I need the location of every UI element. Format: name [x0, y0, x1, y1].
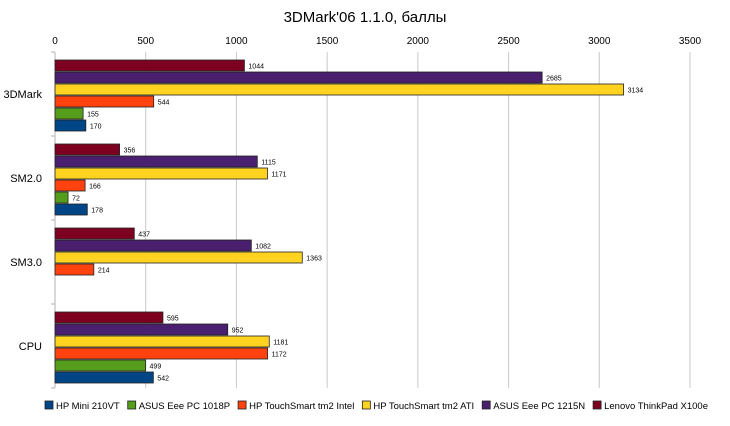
data-label: 3134: [628, 88, 644, 95]
x-tick-label: 2000: [407, 36, 430, 47]
bar: [54, 119, 87, 132]
bar: [54, 155, 258, 168]
chart-title: 3DMark'06 1.1.0, баллы: [284, 9, 447, 26]
bar: [54, 371, 154, 384]
category-label: 3DMark: [3, 89, 42, 101]
legend-swatch: [481, 400, 491, 410]
data-label: 178: [91, 208, 103, 215]
legend-label: HP TouchSmart tm2 Intel: [249, 401, 354, 412]
x-axis-ticks: 0 500 1000 1500 2000 2500 3000 3500: [52, 36, 701, 47]
bar: [54, 59, 245, 72]
category-label: SM3.0: [10, 257, 42, 269]
gridlines: [51, 51, 691, 389]
category-label: CPU: [19, 341, 42, 353]
category-labels: 3DMark SM2.0 SM3.0 CPU: [3, 89, 42, 353]
bar: [54, 71, 543, 84]
data-label: 542: [157, 376, 169, 383]
legend: HP Mini 210VT ASUS Eee PC 1018P HP TouchSm…: [44, 400, 708, 412]
data-label: 2685: [546, 76, 562, 83]
bar: [54, 143, 120, 156]
legend-swatch: [237, 400, 247, 410]
bar: [54, 263, 95, 276]
data-label: 1181: [273, 340, 288, 347]
bar: [54, 83, 624, 96]
bar: [54, 95, 155, 108]
data-label: 155: [87, 112, 99, 119]
legend-swatch: [361, 400, 371, 410]
x-tick-label: 2500: [497, 36, 520, 47]
data-label: 1172: [272, 352, 287, 359]
x-tick-label: 0: [52, 36, 58, 47]
legend-swatch: [127, 400, 137, 410]
data-label: 214: [98, 268, 110, 275]
category-label: SM2.0: [10, 173, 42, 185]
data-label: 595: [167, 316, 179, 323]
data-label: 544: [158, 100, 170, 107]
data-label: 1115: [261, 160, 276, 167]
legend-label: ASUS Eee PC 1215N: [493, 401, 585, 412]
bar: [54, 107, 84, 120]
x-tick-label: 3000: [588, 36, 611, 47]
bar: [54, 347, 269, 360]
data-label: 166: [89, 184, 101, 191]
x-tick-label: 1500: [316, 36, 339, 47]
x-tick-label: 1000: [225, 36, 248, 47]
bar: [54, 191, 69, 204]
bar: [54, 359, 146, 372]
legend-label: HP TouchSmart tm2 ATI: [373, 401, 474, 412]
bar: [54, 239, 252, 252]
legend-swatch: [592, 400, 602, 410]
data-label: 437: [138, 232, 150, 239]
legend-label: Lenovo ThinkPad X100e: [604, 401, 708, 412]
bar: [54, 203, 88, 216]
data-label: 356: [124, 148, 136, 155]
data-label: 1082: [255, 244, 271, 251]
data-label: 1171: [271, 172, 286, 179]
data-label: 1363: [306, 256, 322, 263]
data-label: 170: [90, 124, 102, 131]
data-label: 1044: [248, 64, 264, 71]
bar: [54, 335, 270, 348]
data-label: 72: [72, 196, 80, 203]
data-label: 499: [150, 364, 162, 371]
x-tick-label: 500: [137, 36, 154, 47]
bar: [54, 227, 135, 240]
bars: 1044 2685 3134 544 155 170 356 1115 1171 166 72 178…: [54, 59, 644, 384]
bar: [54, 323, 229, 336]
bar: [54, 167, 268, 180]
legend-label: ASUS Eee PC 1018P: [139, 401, 230, 412]
bar: [54, 251, 303, 264]
legend-label: HP Mini 210VT: [56, 401, 120, 412]
bar: [54, 311, 164, 324]
legend-swatch: [44, 400, 54, 410]
data-label: 952: [232, 328, 244, 335]
x-tick-label: 3500: [679, 36, 702, 47]
bar: [54, 179, 86, 192]
